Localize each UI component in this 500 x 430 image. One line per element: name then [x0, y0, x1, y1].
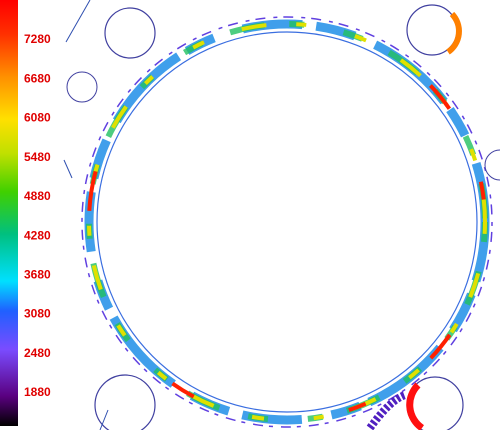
colorbar-tick-label: 1880 [24, 385, 51, 399]
colorbar [0, 0, 18, 426]
colorbar-tick-label: 2480 [24, 346, 51, 360]
colorbar-tick-label: 3680 [24, 268, 51, 282]
colorbar-tick-label: 5480 [24, 150, 51, 164]
colorbar-tick-label: 7280 [24, 32, 51, 46]
colorbar-tick-label: 6680 [24, 71, 51, 85]
colorbar-tick-label: 6080 [24, 111, 51, 125]
colorbar-tick-label: 3080 [24, 307, 51, 321]
gasket-scan [63, 0, 500, 430]
colorbar-ticks: 7280 6680 6080 5480 4880 4280 3680 3080 2480 1880 [24, 32, 51, 399]
colorbar-tick-label: 4280 [24, 228, 51, 242]
colorbar-tick-label: 4880 [24, 189, 51, 203]
